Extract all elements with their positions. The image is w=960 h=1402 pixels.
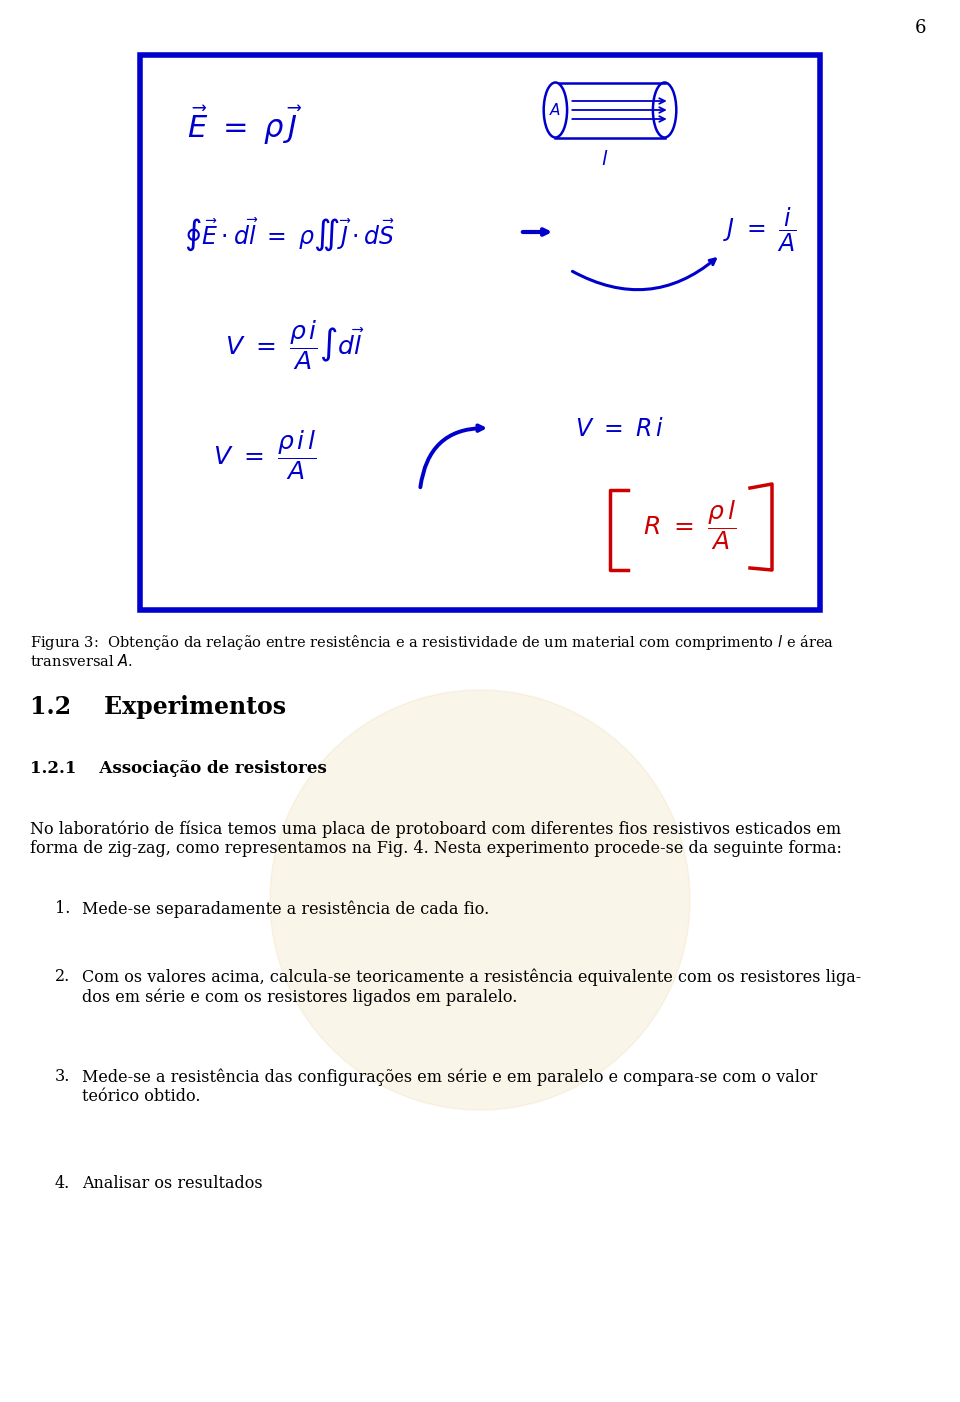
Text: 4.: 4.: [55, 1175, 70, 1192]
Text: 1.2.1    Associação de resistores: 1.2.1 Associação de resistores: [30, 760, 326, 777]
Text: Com os valores acima, calcula-se teoricamente a resistência equivalente com os r: Com os valores acima, calcula-se teorica…: [82, 967, 861, 986]
Text: Mede-se a resistência das configurações em série e em paralelo e compara-se com : Mede-se a resistência das configurações …: [82, 1068, 817, 1085]
Text: $V\ =\ R\,i$: $V\ =\ R\,i$: [575, 419, 664, 442]
Text: $V\ =\ \dfrac{\rho\,i}{A}\int d\vec{l}$: $V\ =\ \dfrac{\rho\,i}{A}\int d\vec{l}$: [225, 318, 365, 372]
Text: $\oint \vec{E}\cdot d\vec{l}\ =\ \rho\iint \vec{J}\cdot d\vec{S}$: $\oint \vec{E}\cdot d\vec{l}\ =\ \rho\ii…: [184, 216, 396, 254]
Text: $J\ =\ \dfrac{i}{A}$: $J\ =\ \dfrac{i}{A}$: [723, 206, 797, 254]
Bar: [140, 55, 820, 610]
Text: $\vec{E}\ =\ \rho\,\vec{J}$: $\vec{E}\ =\ \rho\,\vec{J}$: [187, 104, 302, 147]
Text: Analisar os resultados: Analisar os resultados: [82, 1175, 263, 1192]
Text: 1.2    Experimentos: 1.2 Experimentos: [30, 695, 286, 719]
Text: forma de zig-zag, como representamos na Fig. 4. Nesta experimento procede-se da : forma de zig-zag, como representamos na …: [30, 840, 842, 857]
Text: $R\ =\ \dfrac{\rho\,l}{A}$: $R\ =\ \dfrac{\rho\,l}{A}$: [643, 498, 736, 552]
Text: Mede-se separadamente a resistência de cada fio.: Mede-se separadamente a resistência de c…: [82, 900, 490, 917]
Text: 2.: 2.: [55, 967, 70, 986]
Text: dos em série e com os resistores ligados em paralelo.: dos em série e com os resistores ligados…: [82, 988, 517, 1005]
Text: 6: 6: [914, 20, 925, 36]
Circle shape: [270, 690, 690, 1110]
Ellipse shape: [653, 83, 676, 137]
Ellipse shape: [543, 83, 567, 137]
Text: teórico obtido.: teórico obtido.: [82, 1088, 201, 1105]
Text: Figura 3:  Obtenção da relação entre resistência e a resistividade de um materia: Figura 3: Obtenção da relação entre resi…: [30, 632, 834, 652]
Text: 3.: 3.: [55, 1068, 70, 1085]
Text: No laboratório de física temos uma placa de protoboard com diferentes fios resis: No laboratório de física temos uma placa…: [30, 820, 841, 837]
Text: $A$: $A$: [549, 102, 562, 118]
Text: transversal $A$.: transversal $A$.: [30, 653, 133, 669]
Text: $l$: $l$: [601, 150, 609, 170]
Text: 1.: 1.: [55, 900, 70, 917]
Text: $V\ =\ \dfrac{\rho\,i\,l}{A}$: $V\ =\ \dfrac{\rho\,i\,l}{A}$: [213, 428, 317, 482]
